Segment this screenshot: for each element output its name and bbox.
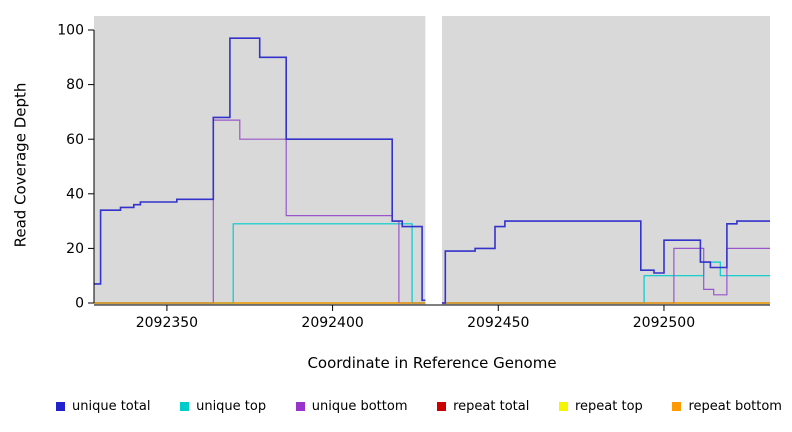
x-tick-label: 2092500: [633, 315, 695, 331]
legend-item-repeat-top: repeat top: [559, 399, 643, 414]
legend-swatch-repeat-total: [437, 402, 447, 411]
x-axis-label: Coordinate in Reference Genome: [307, 354, 557, 372]
legend-label-unique-total: unique total: [72, 399, 151, 414]
legend-item-unique-total: unique total: [56, 399, 150, 414]
y-tick-label: 40: [66, 186, 84, 202]
legend-swatch-unique-total: [56, 402, 65, 411]
y-tick-label: 0: [75, 296, 84, 312]
legend-swatch-repeat-top: [559, 402, 568, 411]
legend-label-repeat-total: repeat total: [453, 399, 530, 414]
legend-item-unique-top: unique top: [180, 399, 266, 414]
y-tick-label: 60: [66, 132, 84, 148]
y-tick-label: 100: [57, 23, 84, 39]
legend-label-repeat-bottom: repeat bottom: [688, 399, 782, 414]
legend-item-repeat-total: repeat total: [437, 399, 529, 414]
x-tick-label: 2092400: [301, 315, 363, 331]
legend: unique total unique top unique bottom repea…: [0, 399, 792, 414]
x-tick-label: 2092450: [467, 315, 529, 331]
legend-item-unique-bottom: unique bottom: [295, 399, 408, 414]
gap-band: [425, 16, 442, 305]
series-line-unique-bottom: [94, 119, 770, 304]
x-tick-label: 2092350: [136, 315, 198, 331]
legend-swatch-unique-top: [180, 402, 190, 411]
legend-label-repeat-top: repeat top: [575, 399, 643, 414]
coverage-chart: 0 20 40 60 80 100 2092350 2092400 2092450 2092500: [57, 16, 770, 331]
legend-label-unique-top: unique top: [196, 399, 267, 414]
legend-swatch-repeat-bottom: [672, 402, 682, 411]
y-tick-label: 20: [66, 241, 84, 257]
legend-swatch-unique-bottom: [295, 402, 305, 411]
legend-label-unique-bottom: unique bottom: [311, 399, 408, 414]
legend-item-repeat-bottom: repeat bottom: [672, 399, 782, 414]
series-line-unique-top: [94, 223, 770, 304]
y-tick-label: 80: [66, 77, 84, 93]
